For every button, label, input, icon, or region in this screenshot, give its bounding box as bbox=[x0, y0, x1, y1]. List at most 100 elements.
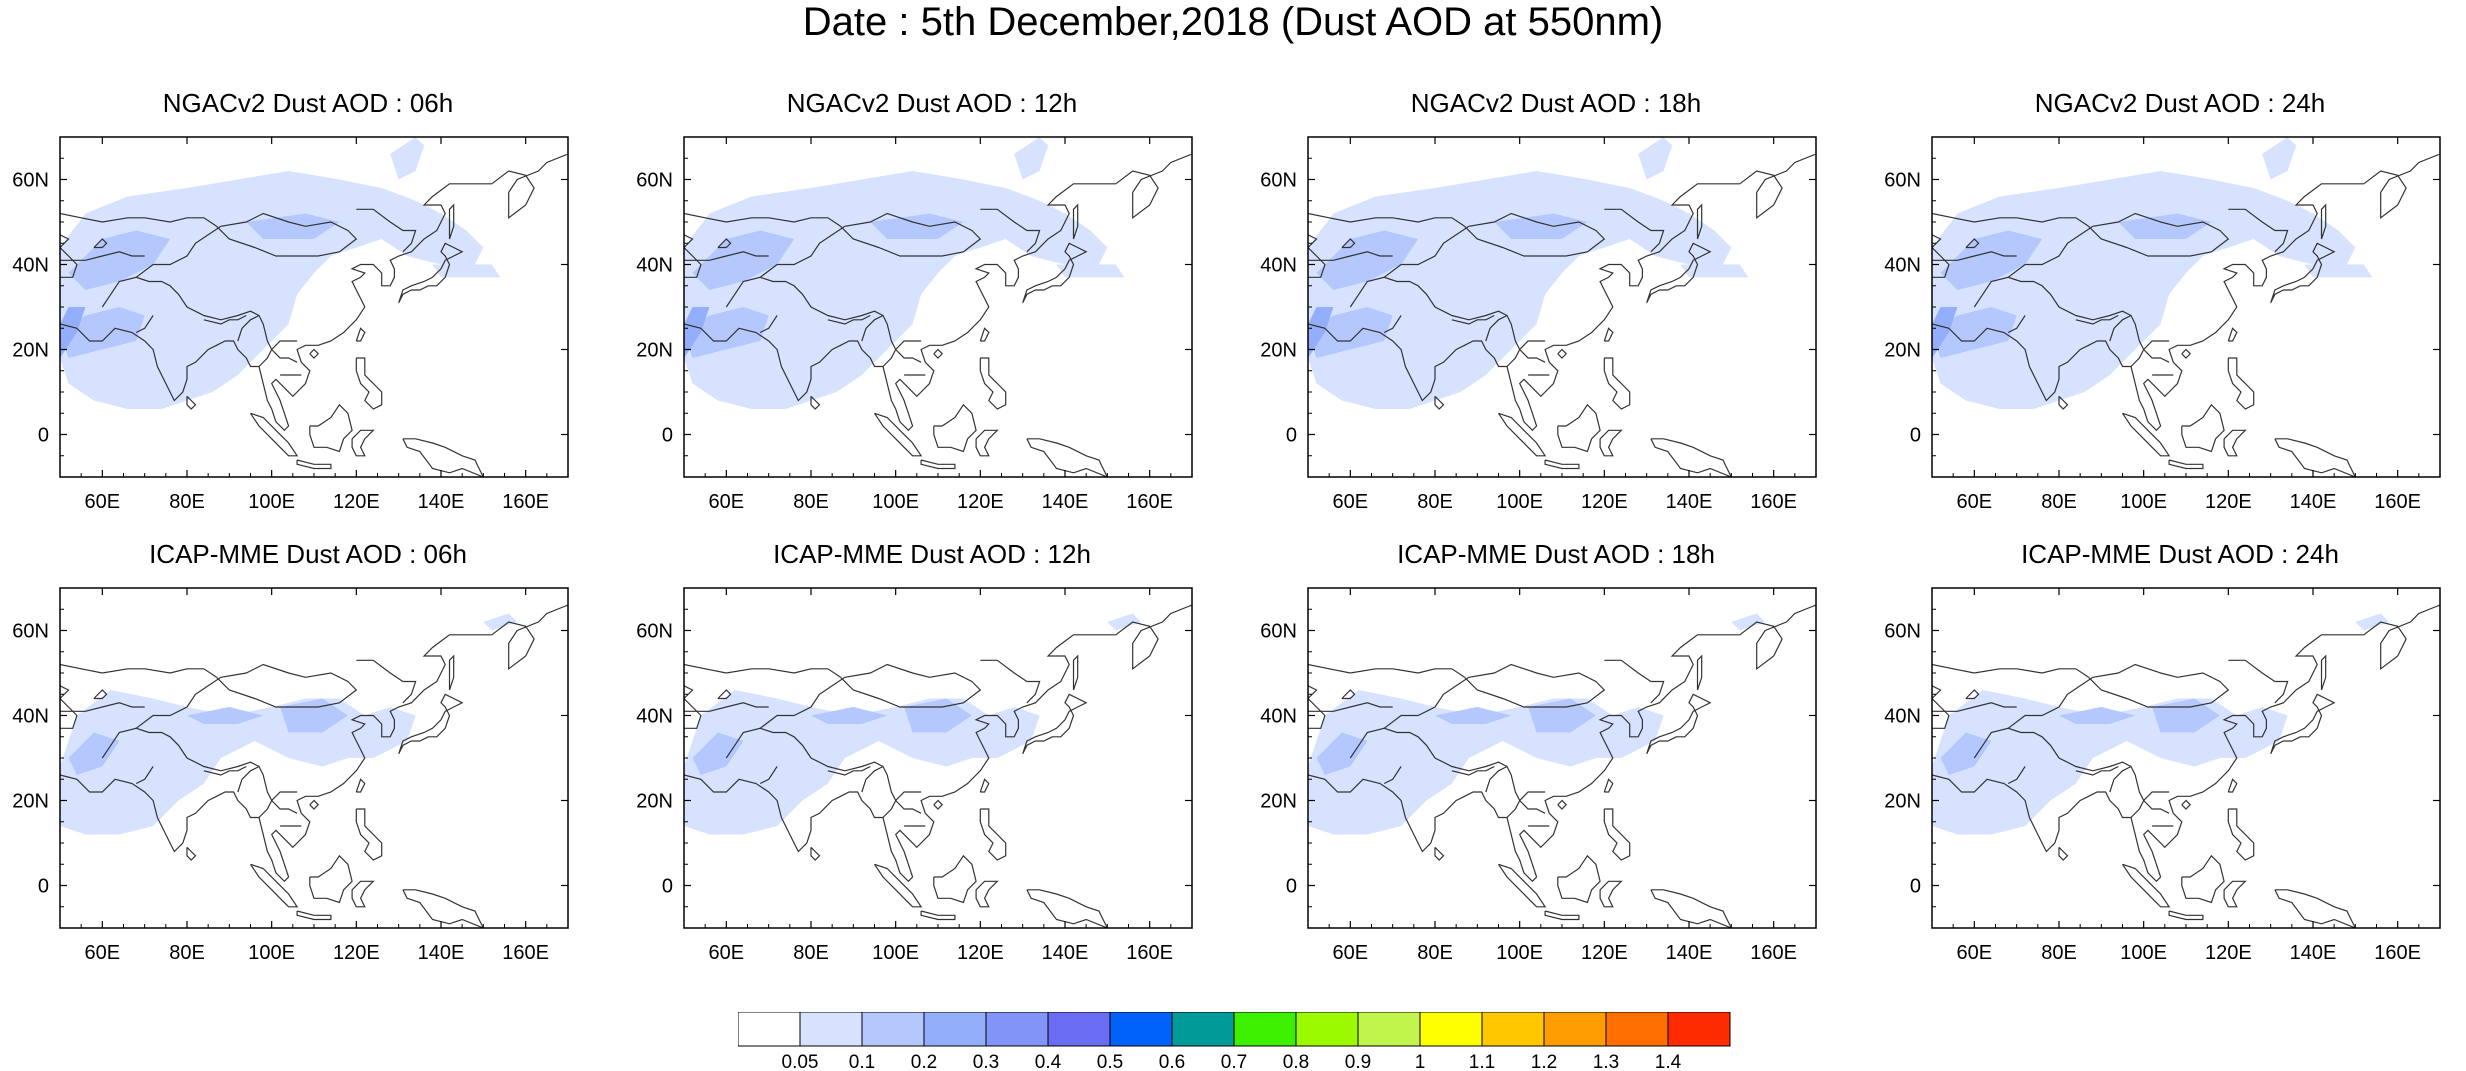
y-tick-label: 0 bbox=[662, 425, 673, 447]
y-tick-label: 20N bbox=[636, 791, 673, 813]
coastline bbox=[1451, 314, 1495, 325]
map-layer bbox=[60, 588, 568, 928]
coastline bbox=[60, 251, 145, 261]
map-panel-ngacv2-06h: NGACv2 Dust AOD : 06h 60E 80E 100E 120E 140E… bbox=[12, 88, 569, 528]
coastline bbox=[2007, 663, 2230, 729]
x-tick-label: 100E bbox=[1496, 491, 1543, 513]
coastline bbox=[2227, 327, 2238, 342]
coastline bbox=[2007, 315, 2026, 334]
coastline bbox=[1973, 727, 2132, 772]
coastline bbox=[759, 766, 778, 785]
x-tick-label: 100E bbox=[872, 942, 919, 964]
x-tick-label: 80E bbox=[793, 942, 829, 964]
coastline bbox=[258, 349, 273, 367]
coastline bbox=[1932, 685, 1950, 729]
x-tick-label: 100E bbox=[248, 942, 295, 964]
coastline bbox=[2270, 242, 2336, 304]
x-tick-label: 60E bbox=[1333, 942, 1369, 964]
panel-title: ICAP-MME Dust AOD : 06h bbox=[149, 539, 467, 569]
coastline bbox=[2320, 203, 2327, 240]
coastline bbox=[1026, 889, 1108, 928]
map-layer bbox=[1308, 137, 1816, 477]
x-tick-label: 120E bbox=[1581, 491, 1628, 513]
panel-title: ICAP-MME Dust AOD : 24h bbox=[2021, 539, 2339, 569]
coastline bbox=[1557, 403, 1601, 453]
coastline bbox=[1932, 663, 1975, 674]
coastline bbox=[827, 765, 871, 776]
coastline bbox=[979, 327, 990, 342]
dust-shading bbox=[2059, 707, 2136, 724]
coastline bbox=[355, 357, 383, 410]
dust-shading bbox=[60, 171, 484, 409]
coastline bbox=[725, 727, 884, 772]
x-tick-label: 120E bbox=[1581, 942, 1628, 964]
coastline bbox=[1498, 412, 1547, 457]
dust-shading bbox=[684, 171, 1108, 409]
coastline bbox=[1965, 238, 1980, 249]
coastline bbox=[1383, 212, 1606, 278]
coastline bbox=[60, 212, 103, 223]
coastline bbox=[1650, 438, 1732, 477]
map-plot: 60E 80E 100E 120E 140E 160E 60N 40N 20N 0 bbox=[12, 587, 569, 964]
panel-title: NGACv2 Dust AOD : 06h bbox=[162, 88, 454, 118]
coastline bbox=[933, 348, 944, 359]
coastline bbox=[684, 251, 769, 261]
x-tick-label: 140E bbox=[2290, 942, 2337, 964]
x-tick-label: 120E bbox=[333, 491, 380, 513]
x-tick-label: 60E bbox=[1333, 491, 1369, 513]
coastline bbox=[1604, 208, 1665, 253]
coastline bbox=[1599, 429, 1623, 457]
x-tick-label: 60E bbox=[85, 942, 121, 964]
coastline bbox=[861, 314, 922, 351]
coastline bbox=[1557, 854, 1601, 904]
y-tick-label: 0 bbox=[662, 876, 673, 898]
coastline bbox=[135, 212, 358, 278]
map-layer bbox=[1932, 137, 2440, 477]
coastline bbox=[2143, 800, 2170, 814]
colorbar-cell bbox=[1295, 1012, 1359, 1047]
dust-shading bbox=[1308, 307, 1393, 358]
y-tick-label: 0 bbox=[1286, 876, 1297, 898]
colorbar-label: 0.8 bbox=[1283, 1052, 1309, 1071]
coastline bbox=[2227, 778, 2238, 793]
colorbar-cell bbox=[1171, 1012, 1235, 1047]
coastline bbox=[1350, 668, 1465, 678]
colorbar-cell bbox=[861, 1012, 925, 1047]
coastline bbox=[135, 315, 154, 334]
coastline bbox=[2109, 765, 2170, 802]
x-tick-label: 100E bbox=[2120, 491, 2167, 513]
x-tick-label: 100E bbox=[872, 491, 919, 513]
coastline bbox=[1603, 357, 1631, 410]
coastline bbox=[250, 412, 299, 457]
dust-shading bbox=[1308, 171, 1732, 409]
coastline bbox=[1383, 766, 1402, 785]
colorbar-cell bbox=[1047, 1012, 1111, 1047]
coastline bbox=[351, 880, 375, 908]
coastline bbox=[398, 693, 464, 755]
coastline bbox=[1434, 395, 1445, 410]
coastline bbox=[356, 659, 417, 704]
y-tick-label: 40N bbox=[1260, 706, 1297, 728]
dust-shading bbox=[1940, 230, 2043, 290]
coastline bbox=[1308, 702, 1393, 712]
colorbar-cell bbox=[1357, 1012, 1421, 1047]
coastline bbox=[1485, 765, 1546, 802]
coastline bbox=[2228, 659, 2289, 704]
coastline bbox=[882, 800, 897, 818]
coastline bbox=[250, 863, 299, 908]
colorbar-label: 1.2 bbox=[1531, 1052, 1557, 1071]
coastline bbox=[2227, 357, 2255, 410]
x-tick-label: 140E bbox=[1042, 491, 1089, 513]
coastline bbox=[203, 765, 247, 776]
coastline bbox=[2007, 212, 2230, 278]
coastline bbox=[1603, 327, 1614, 342]
coastline bbox=[93, 238, 108, 249]
colorbar-cell bbox=[1109, 1012, 1173, 1047]
coastline bbox=[2058, 395, 2069, 410]
x-tick-label: 140E bbox=[1666, 491, 1713, 513]
x-tick-label: 140E bbox=[2290, 491, 2337, 513]
coastline bbox=[2122, 863, 2171, 908]
coastline bbox=[717, 689, 732, 700]
coastline bbox=[684, 663, 727, 674]
coastline bbox=[101, 276, 260, 321]
